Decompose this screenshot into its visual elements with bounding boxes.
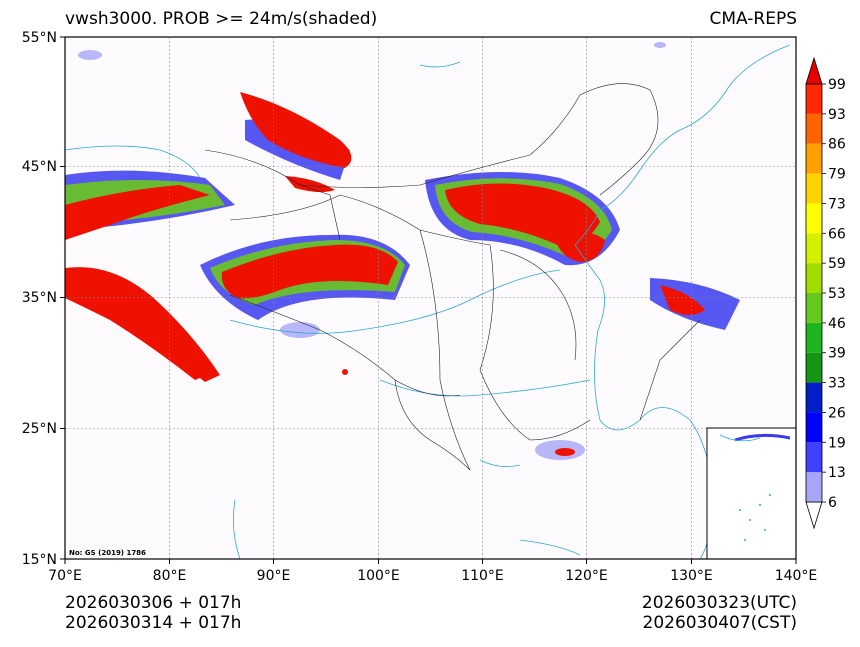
lon-label-80: 80°E — [153, 568, 187, 584]
colorbar: 6 13 19 26 33 39 46 53 59 66 73 79 86 93 99 — [805, 56, 846, 530]
lon-label-140: 140°E — [775, 568, 818, 584]
colorbar-bin — [806, 263, 822, 293]
lon-label-100: 100°E — [357, 568, 400, 584]
colorbar-label: 99 — [828, 77, 846, 93]
colorbar-label: 86 — [828, 137, 846, 153]
colorbar-bin — [806, 352, 822, 383]
lat-label-55: 55°N — [22, 30, 57, 46]
lon-label-130: 130°E — [670, 568, 713, 584]
lat-label-45: 45°N — [22, 159, 57, 175]
colorbar-label: 46 — [828, 316, 846, 332]
colorbar-label: 6 — [828, 495, 837, 511]
axis-ticks — [60, 36, 797, 564]
lon-label-110: 110°E — [461, 568, 504, 584]
colorbar-bin — [806, 203, 822, 234]
lon-label-70: 70°E — [48, 568, 82, 584]
colorbar-label: 59 — [828, 256, 846, 272]
colorbar-label: 53 — [828, 286, 846, 302]
colorbar-bin — [806, 173, 822, 204]
colorbar-bin — [806, 113, 822, 144]
colorbar-label: 19 — [828, 435, 846, 451]
colorbar-label: 33 — [828, 376, 846, 392]
colorbar-label: 13 — [828, 465, 846, 481]
init-time-cst: 2026030314 + 017h — [65, 613, 242, 633]
graticule — [65, 37, 796, 559]
model-name: CMA-REPS — [709, 9, 797, 29]
colorbar-bin — [806, 382, 822, 413]
map-title: vwsh3000. PROB >= 24m/s(shaded) — [65, 9, 378, 29]
lon-label-120: 120°E — [565, 568, 608, 584]
colorbar-label: 66 — [828, 226, 846, 242]
south-china-sea-inset — [706, 427, 797, 560]
colorbar-label: 93 — [828, 107, 846, 123]
lat-label-15: 15°N — [22, 552, 57, 568]
colorbar-bin — [806, 442, 822, 473]
colorbar-bin — [806, 293, 822, 323]
colorbar-label: 73 — [828, 196, 846, 212]
colorbar-bin — [806, 84, 822, 114]
map-approval-note: No: GS (2019) 1786 — [69, 549, 146, 557]
lon-label-90: 90°E — [257, 568, 291, 584]
colorbar-bin — [806, 143, 822, 174]
colorbar-label: 39 — [828, 346, 846, 362]
lat-label-25: 25°N — [22, 421, 57, 437]
colorbar-bin — [806, 233, 822, 264]
valid-time-utc: 2026030323(UTC) — [641, 593, 797, 613]
colorbar-min-arrow — [805, 501, 823, 530]
lat-label-35: 35°N — [22, 290, 57, 306]
boundaries — [204, 83, 701, 471]
colorbar-bin — [806, 412, 822, 443]
colorbar-max-arrow — [805, 56, 823, 85]
colorbar-label: 26 — [828, 405, 846, 421]
colorbar-label: 79 — [828, 167, 846, 183]
valid-time-cst: 2026030407(CST) — [642, 613, 797, 633]
probability-shading — [65, 42, 765, 460]
init-time-utc: 2026030306 + 017h — [65, 593, 242, 613]
colorbar-bin — [806, 322, 822, 353]
valid-time-block: 2026030323(UTC) 2026030407(CST) — [642, 593, 797, 633]
colorbar-bin — [806, 472, 822, 502]
init-time-block: 2026030306 + 017h 2026030314 + 017h — [65, 593, 241, 633]
